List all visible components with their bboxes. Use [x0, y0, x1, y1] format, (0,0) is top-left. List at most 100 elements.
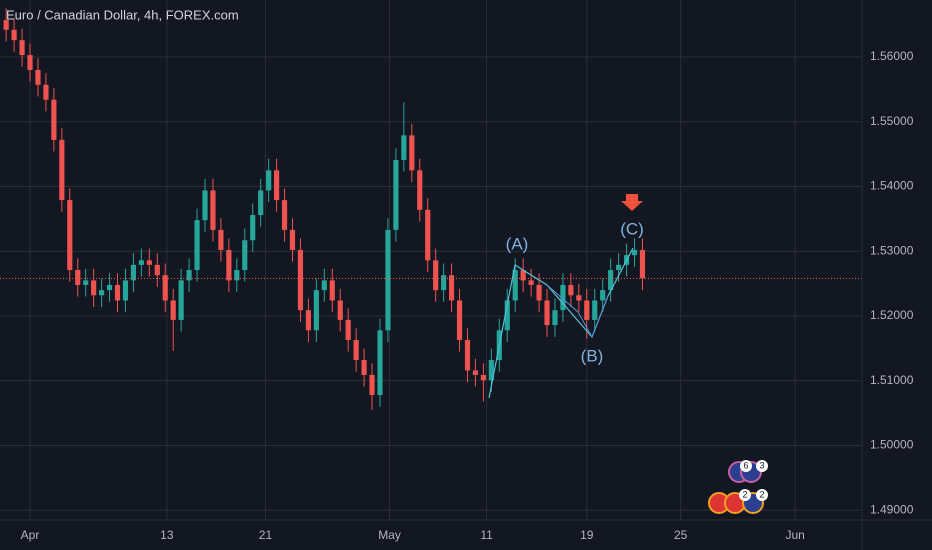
candle-body — [520, 270, 526, 281]
x-tick-label: 25 — [674, 528, 688, 542]
candle-body — [210, 190, 216, 230]
candle-body — [313, 290, 319, 331]
x-tick-label: 21 — [259, 528, 273, 542]
candle-body — [488, 360, 494, 381]
candle-body — [584, 300, 590, 320]
y-tick-label: 1.54000 — [870, 179, 914, 193]
candle-body — [600, 290, 606, 301]
candle-body — [552, 310, 558, 326]
event-badge — [756, 489, 768, 501]
candle-body — [281, 200, 288, 230]
candle-body — [258, 190, 264, 215]
candle-body — [91, 280, 97, 296]
candle-body — [218, 229, 224, 250]
candle-body — [369, 374, 375, 396]
candle-body — [576, 295, 582, 301]
x-tick-label: May — [378, 528, 401, 542]
candle-body — [480, 374, 486, 381]
x-tick-label: 19 — [580, 528, 594, 542]
candle-body — [616, 264, 622, 271]
candle-body — [631, 249, 638, 256]
wave-label: (C) — [620, 219, 644, 238]
candle-body — [305, 310, 311, 331]
candle-body — [122, 280, 129, 301]
x-tick-label: 11 — [480, 528, 493, 542]
candle-body — [130, 264, 137, 281]
candle-body — [178, 280, 184, 320]
event-badge — [740, 460, 752, 472]
y-tick-label: 1.56000 — [870, 49, 914, 63]
candle-body — [568, 284, 574, 296]
candle-body — [59, 139, 65, 201]
candle-body — [345, 319, 351, 340]
candle-body — [226, 249, 232, 281]
candle-body — [608, 270, 614, 291]
events[interactable]: 6 3 2 2 — [708, 460, 768, 514]
candle-body — [329, 280, 335, 301]
event-count: 2 — [742, 489, 747, 499]
candle-body — [560, 284, 566, 311]
sell-arrow — [621, 194, 643, 211]
candle-body — [448, 275, 455, 301]
y-tick-label: 1.51000 — [870, 373, 914, 387]
candle-body — [154, 264, 160, 276]
candle-body — [536, 284, 542, 301]
candle-body — [43, 84, 49, 100]
candle-body — [456, 300, 463, 340]
candle-body — [3, 20, 9, 30]
candle-body — [289, 229, 296, 250]
candle-body — [186, 270, 192, 281]
candle-body — [464, 339, 471, 371]
x-tick-label: Jun — [786, 528, 805, 542]
candle-body — [83, 280, 89, 285]
x-tick-label: Apr — [21, 528, 40, 542]
event-count: 2 — [759, 489, 764, 499]
candle-body — [512, 270, 518, 301]
candle-body — [401, 135, 407, 160]
candle-body — [472, 370, 479, 375]
candle-body — [361, 360, 367, 375]
candle-body — [385, 229, 391, 331]
candle-body — [11, 29, 17, 41]
candle-body — [528, 280, 534, 285]
chart-title: Euro / Canadian Dollar, 4h, FOREX.com — [6, 7, 239, 22]
candle-body — [19, 40, 25, 56]
candle-body — [202, 190, 208, 221]
candle-body — [234, 270, 240, 281]
candle-body — [162, 275, 168, 301]
candle-body — [504, 300, 510, 331]
candle-body — [114, 284, 121, 301]
wave-line — [488, 247, 634, 399]
candle-body — [377, 330, 383, 396]
candle-body — [138, 260, 144, 265]
candle-body — [242, 240, 248, 271]
grid — [0, 0, 862, 520]
candle-body — [75, 270, 81, 285]
candle-body — [441, 275, 447, 291]
candle-body — [51, 99, 57, 140]
candle-body — [297, 249, 304, 311]
wave-triangle — [546, 284, 609, 339]
candles — [0, 8, 862, 410]
candle-body — [592, 300, 598, 320]
candle-body — [393, 159, 399, 230]
x-tick-label: 13 — [160, 528, 174, 542]
candle-body — [417, 170, 423, 210]
candle-body — [274, 170, 280, 201]
y-tick-label: 1.55000 — [870, 114, 914, 128]
wave-label: (A) — [506, 234, 529, 253]
candle-body — [67, 200, 73, 271]
candle-body — [99, 290, 105, 296]
candle-body — [106, 284, 113, 291]
candle-body — [353, 339, 359, 361]
candle-body — [639, 249, 646, 279]
event-count: 6 — [743, 460, 748, 470]
candle-body — [321, 280, 327, 291]
y-tick-label: 1.50000 — [870, 438, 914, 452]
candle-body — [433, 260, 439, 291]
candle-body — [35, 69, 41, 85]
y-tick-label: 1.53000 — [870, 243, 914, 257]
candle-body — [27, 55, 33, 70]
